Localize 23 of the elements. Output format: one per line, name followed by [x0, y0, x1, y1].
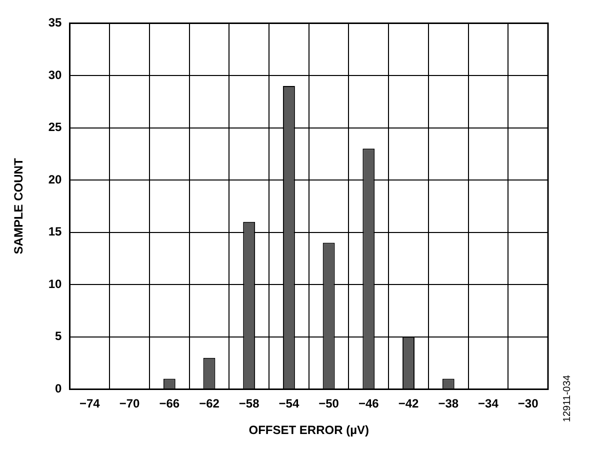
- text: 12911-034: [562, 374, 573, 422]
- y-tick-label: 30: [48, 68, 62, 82]
- x-tick-label: −50: [318, 396, 340, 411]
- y-tick-label: 5: [55, 329, 62, 344]
- y-axis-title: SAMPLE COUNT: [12, 158, 26, 254]
- x-tick-label: −54: [278, 396, 300, 411]
- y-tick-label: 35: [48, 16, 62, 30]
- x-tick-label: −42: [398, 396, 420, 411]
- x-tick-label: −34: [478, 396, 499, 411]
- y-tick-label: 10: [48, 276, 62, 291]
- x-tick-label: −70: [119, 396, 140, 411]
- y-tick-label: 20: [48, 172, 62, 186]
- x-tick-label: −66: [159, 396, 180, 411]
- x-tick-label: −58: [238, 396, 260, 411]
- y-tick-label: 0: [55, 382, 62, 396]
- x-tick-label: −30: [518, 396, 539, 411]
- x-tick-label: −38: [438, 396, 459, 411]
- x-tick-label: −74: [79, 396, 100, 411]
- x-tick-label: −46: [358, 396, 380, 411]
- y-tick-label: 15: [48, 224, 62, 239]
- y-tick-label: 25: [48, 120, 62, 134]
- x-axis-title: OFFSET ERROR (µV): [248, 423, 369, 438]
- x-tick-label: −62: [199, 396, 220, 411]
